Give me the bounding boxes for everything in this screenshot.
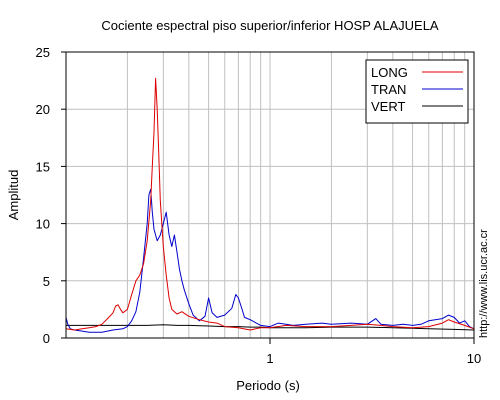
y-axis-ticks: 0 5 10 15 20 25: [36, 45, 66, 346]
legend-label-tran: TRAN: [371, 82, 406, 97]
y-tick-label: 5: [43, 274, 50, 289]
legend-box: [365, 59, 469, 124]
y-tick-label: 10: [36, 217, 50, 232]
y-axis-label: Amplitud: [6, 170, 21, 221]
y-tick-label: 0: [43, 331, 50, 346]
x-tick-label: 1: [266, 351, 273, 366]
x-tick-label: 10: [467, 351, 481, 366]
y-tick-label: 25: [36, 45, 50, 60]
legend-label-long: LONG: [371, 65, 408, 80]
chart-title: Cociente espectral piso superior/inferio…: [101, 18, 439, 33]
legend: LONG TRAN VERT: [365, 59, 469, 124]
series-line-tran: [65, 188, 475, 333]
y-tick-label: 15: [36, 159, 50, 174]
series-lines: [65, 77, 475, 333]
x-axis-label: Periodo (s): [236, 378, 300, 393]
x-axis-ticks: 1 10: [266, 338, 481, 366]
source-credit: http://www.lis.ucr.ac.cr: [478, 229, 490, 338]
legend-label-vert: VERT: [371, 99, 405, 114]
y-tick-label: 20: [36, 102, 50, 117]
series-line-vert: [66, 324, 475, 331]
series-line-long: [65, 77, 475, 331]
